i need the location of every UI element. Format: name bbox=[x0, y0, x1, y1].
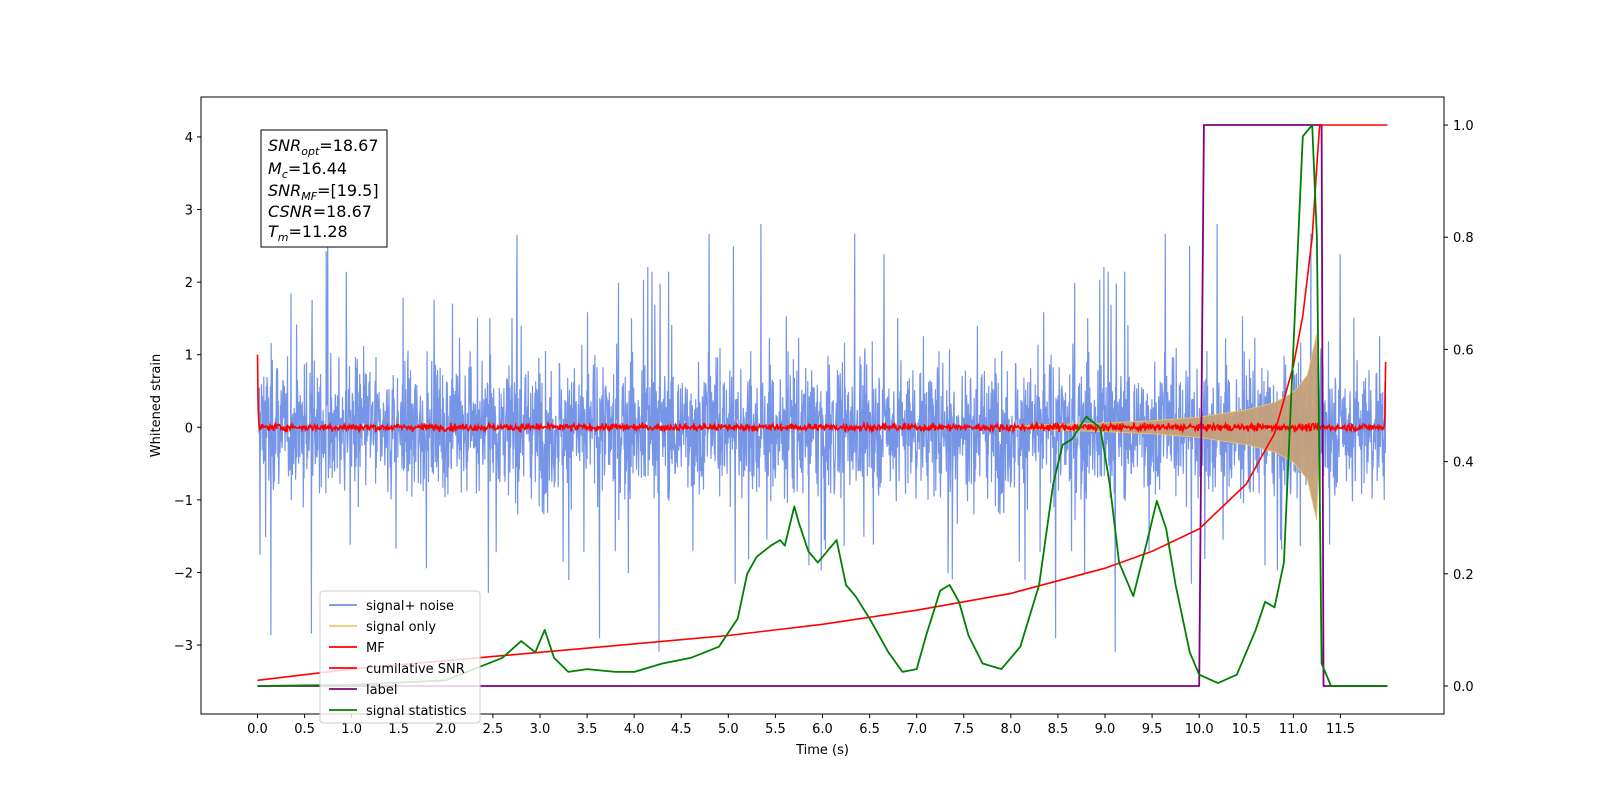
y-right-tick-label: 0.6 bbox=[1453, 343, 1474, 358]
x-tick-label: 3.5 bbox=[577, 722, 598, 737]
legend-label: signal+ noise bbox=[366, 599, 454, 614]
y-right-tick-label: 0.0 bbox=[1453, 680, 1474, 695]
x-tick-label: 1.5 bbox=[388, 722, 409, 737]
y-right-tick-label: 1.0 bbox=[1453, 119, 1474, 134]
info-mc-value: =16.44 bbox=[288, 159, 347, 178]
y-right-tick-label: 0.2 bbox=[1453, 568, 1474, 583]
y-left-tick-label: 3 bbox=[185, 204, 193, 219]
series-mf bbox=[256, 354, 1387, 435]
info-snr-opt: SNRopt=18.67 bbox=[268, 136, 379, 158]
info-snr-opt-label: SNR bbox=[268, 136, 301, 155]
y-right-tick-label: 0.4 bbox=[1453, 456, 1474, 471]
legend-label: signal only bbox=[366, 620, 436, 635]
y-left-tick-label: 2 bbox=[185, 276, 193, 291]
legend: signal+ noise signal only MF cumilative SNR… bbox=[319, 590, 481, 724]
x-tick-label: 5.5 bbox=[765, 722, 786, 737]
series-signal-statistics bbox=[257, 124, 1388, 687]
info-snr-opt-sub: opt bbox=[301, 145, 320, 158]
x-tick-label: 8.0 bbox=[1000, 722, 1021, 737]
x-tick-label: 2.5 bbox=[483, 722, 504, 737]
legend-label: MF bbox=[366, 641, 385, 656]
info-snr-mf-value: =[19.5] bbox=[317, 181, 379, 200]
x-tick-label: 5.0 bbox=[718, 722, 739, 737]
info-csnr-label: CSNR bbox=[268, 202, 313, 221]
x-tick-label: 1.0 bbox=[341, 722, 362, 737]
info-tm: Tm=11.28 bbox=[268, 222, 348, 244]
x-tick-label: 4.0 bbox=[624, 722, 645, 737]
y-left-tick-label: 1 bbox=[185, 349, 193, 364]
x-tick-label: 0.5 bbox=[294, 722, 315, 737]
info-snr-mf-sub: MF bbox=[301, 190, 317, 203]
x-tick-label: 3.0 bbox=[530, 722, 551, 737]
y-right-tick-label: 0.8 bbox=[1453, 231, 1474, 246]
x-tick-label: 8.5 bbox=[1048, 722, 1069, 737]
y-left-tick-label: −2 bbox=[174, 566, 193, 581]
x-tick-label: 0.0 bbox=[247, 722, 268, 737]
plot-area bbox=[256, 124, 1388, 687]
info-mc: Mc=16.44 bbox=[268, 159, 347, 181]
x-tick-label: 2.0 bbox=[435, 722, 456, 737]
x-tick-label: 6.5 bbox=[859, 722, 880, 737]
series-cumulative-snr bbox=[257, 124, 1388, 682]
info-mc-label: M bbox=[268, 159, 282, 178]
info-mc-sub: c bbox=[282, 168, 288, 181]
ticks: 0.0 0.5 1.0 1.5 2.0 2.5 3.0 3.5 4.0 4.5 5.0 5.5 6.0 6… bbox=[174, 119, 1474, 737]
x-tick-label: 11.0 bbox=[1279, 722, 1308, 737]
info-tm-sub: m bbox=[278, 231, 289, 244]
y-left-tick-label: −1 bbox=[174, 494, 193, 509]
info-box: SNRopt=18.67 Mc=16.44 SNRMF=[19.5] CSNR=… bbox=[260, 129, 388, 248]
x-tick-label: 10.0 bbox=[1185, 722, 1214, 737]
info-snr-mf-label: SNR bbox=[268, 181, 301, 200]
info-snr-mf: SNRMF=[19.5] bbox=[268, 181, 379, 203]
x-tick-label: 11.5 bbox=[1326, 722, 1355, 737]
x-tick-label: 9.0 bbox=[1095, 722, 1116, 737]
x-axis-label: Time (s) bbox=[795, 743, 849, 758]
legend-label: signal statistics bbox=[366, 704, 467, 719]
legend-frame bbox=[319, 590, 481, 724]
x-tick-label: 6.0 bbox=[812, 722, 833, 737]
info-csnr-value: =18.67 bbox=[313, 202, 372, 221]
y-left-tick-label: −3 bbox=[174, 639, 193, 654]
y-left-tick-label: 0 bbox=[185, 421, 193, 436]
legend-label: label bbox=[366, 683, 397, 698]
x-tick-label: 4.5 bbox=[671, 722, 692, 737]
x-tick-label: 7.0 bbox=[906, 722, 927, 737]
info-box-frame bbox=[260, 129, 388, 248]
x-tick-label: 7.5 bbox=[953, 722, 974, 737]
info-tm-value: =11.28 bbox=[289, 222, 348, 241]
x-tick-label: 9.5 bbox=[1142, 722, 1163, 737]
info-snr-opt-value: =18.67 bbox=[319, 136, 378, 155]
legend-label: cumilative SNR bbox=[366, 662, 465, 677]
y-left-tick-label: 4 bbox=[185, 131, 193, 146]
y-axis-label: Whitened strain bbox=[149, 354, 164, 457]
info-csnr: CSNR=18.67 bbox=[268, 202, 372, 221]
x-tick-label: 10.5 bbox=[1232, 722, 1261, 737]
info-tm-label: T bbox=[268, 222, 279, 241]
